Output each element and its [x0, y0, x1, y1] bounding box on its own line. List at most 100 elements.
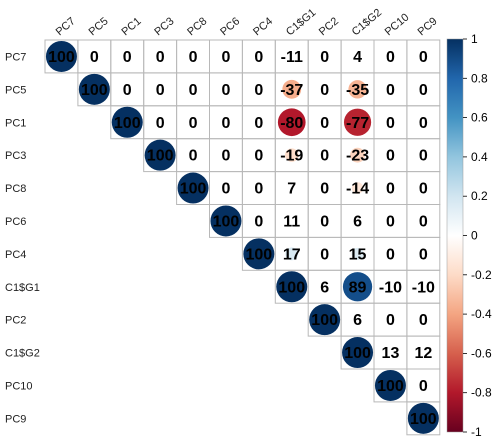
- column-label: PC9: [416, 15, 440, 38]
- correlation-value: 0: [419, 49, 428, 66]
- correlation-value: 0: [419, 115, 428, 132]
- column-label: PC6: [218, 15, 242, 38]
- row-label: PC6: [5, 216, 26, 228]
- correlation-value: 7: [287, 181, 296, 198]
- correlation-value: -77: [346, 115, 369, 132]
- colorbar-tick-label: -1: [471, 425, 482, 439]
- correlation-value: 0: [123, 49, 132, 66]
- correlation-value: 0: [419, 148, 428, 165]
- correlation-value: 0: [221, 181, 230, 198]
- correlation-value: 0: [419, 82, 428, 99]
- correlation-value: 17: [283, 246, 301, 263]
- correlation-value: -23: [346, 148, 369, 165]
- correlation-circle: [407, 402, 439, 434]
- row-label: PC2: [5, 315, 26, 327]
- correlation-circle: [276, 271, 308, 303]
- colorbar-tick-label: 0.6: [471, 111, 488, 125]
- correlation-value: 0: [221, 148, 230, 165]
- correlation-circle: [284, 148, 299, 162]
- correlation-value: 0: [123, 82, 132, 99]
- row-label: PC10: [5, 380, 33, 392]
- correlation-value: 0: [419, 181, 428, 198]
- correlation-circle: [374, 369, 406, 401]
- correlation-circle: [342, 272, 373, 302]
- colorbar-tick-label: -0.6: [471, 346, 492, 360]
- correlation-value: 0: [386, 148, 395, 165]
- correlation-value: 11: [283, 213, 300, 230]
- column-label: PC10: [383, 11, 412, 38]
- correlation-circle: [351, 247, 364, 260]
- correlation-value: 100: [180, 181, 207, 198]
- correlation-value: -14: [346, 181, 369, 198]
- correlation-value: 0: [386, 213, 395, 230]
- row-label: PC5: [5, 84, 26, 96]
- correlation-value: 100: [278, 279, 305, 296]
- correlation-circle: [309, 304, 341, 336]
- correlation-circle: [177, 172, 209, 204]
- column-label: PC7: [54, 15, 78, 38]
- grid-lines: [44, 39, 441, 436]
- correlation-circle: [111, 106, 143, 138]
- correlation-value: 6: [320, 279, 329, 296]
- correlation-value: 0: [320, 246, 329, 263]
- correlation-value: 0: [386, 181, 395, 198]
- correlation-value: 0: [189, 49, 198, 66]
- correlation-value: 0: [320, 82, 329, 99]
- correlation-value: -37: [280, 82, 303, 99]
- correlation-value: 0: [221, 82, 230, 99]
- cells: 100 0 0 0 0 0 0 -11 0 4 0 0 100 0 0 0 0 0 -37 0 -35 0 0 100 0 0 0 0…: [45, 40, 439, 434]
- correlation-value: 100: [147, 148, 174, 165]
- correlation-value: 89: [349, 279, 367, 296]
- correlation-value: 0: [419, 213, 428, 230]
- correlation-value: -10: [379, 279, 402, 296]
- correlation-circle: [144, 139, 176, 171]
- correlation-value: 4: [353, 49, 362, 66]
- correlation-value: 0: [189, 82, 198, 99]
- correlation-circle: [350, 147, 365, 163]
- column-label: C1$G2: [350, 7, 384, 39]
- correlation-value: 6: [353, 312, 362, 329]
- correlation-value: 12: [414, 345, 432, 362]
- correlation-value: 6: [353, 213, 362, 230]
- colorbar-tick-label: -0.2: [471, 268, 492, 282]
- row-label: C1$G1: [5, 282, 40, 294]
- correlation-value: 0: [254, 213, 263, 230]
- column-label: PC1: [119, 15, 143, 38]
- correlation-value: 100: [213, 213, 240, 230]
- row-labels: PC7 PC5 PC1 PC3 PC8 PC6 PC4 C1$G1 PC2 C1$G2 PC10 PC…: [5, 51, 40, 425]
- correlation-value: 0: [189, 148, 198, 165]
- correlation-circle: [351, 182, 364, 194]
- correlation-circle: [45, 40, 77, 72]
- column-label: PC5: [87, 15, 111, 38]
- correlation-value: 0: [254, 49, 263, 66]
- row-label: PC7: [5, 51, 26, 63]
- correlation-circle: [343, 108, 372, 136]
- correlation-value: 0: [386, 115, 395, 132]
- correlation-value: 100: [410, 411, 437, 428]
- correlation-value: 0: [221, 49, 230, 66]
- column-label: C1$G1: [284, 7, 318, 39]
- correlation-value: 100: [114, 115, 141, 132]
- colorbar-tick-label: 1: [471, 32, 478, 46]
- correlation-circle: [277, 108, 306, 137]
- correlation-value: 15: [349, 246, 367, 263]
- correlation-value: 0: [419, 312, 428, 329]
- correlation-value: 13: [382, 345, 400, 362]
- column-label: PC4: [251, 15, 275, 38]
- correlation-value: 0: [320, 148, 329, 165]
- correlation-value: 100: [344, 345, 371, 362]
- correlation-value: 0: [419, 246, 428, 263]
- correlation-value: 0: [320, 213, 329, 230]
- correlation-value: 0: [320, 181, 329, 198]
- correlation-value: -19: [280, 148, 303, 165]
- correlation-circle: [348, 80, 367, 99]
- colorbar-tick-label: 0.4: [471, 150, 488, 164]
- correlation-circle: [210, 205, 242, 237]
- correlation-value: 0: [156, 49, 165, 66]
- column-label: PC3: [152, 15, 176, 38]
- row-label: C1$G2: [5, 348, 40, 360]
- correlation-circle: [243, 238, 275, 270]
- row-label: PC1: [5, 117, 26, 129]
- correlation-circle: [78, 73, 110, 105]
